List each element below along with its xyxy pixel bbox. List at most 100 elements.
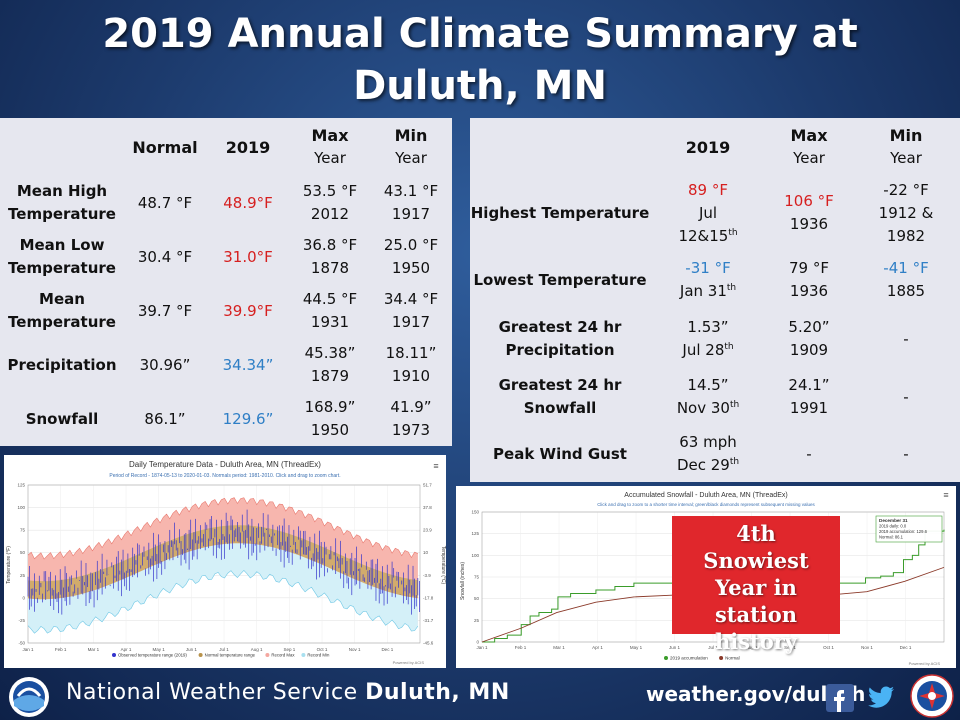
row-label: Mean: [39, 290, 85, 308]
row-label: Greatest 24 hr: [498, 376, 622, 394]
normal-value: 30.4 °F: [137, 247, 193, 266]
max-year: 1931: [310, 313, 350, 331]
value-2019: 129.6”: [222, 409, 274, 428]
tooltip-line: Normal: 86.1: [879, 535, 904, 540]
date-2019: 12&15: [678, 226, 729, 245]
row-label: Snowfall: [523, 399, 597, 417]
header-max-year: Year: [314, 149, 346, 167]
tooltip-line: December 31: [879, 518, 908, 523]
min-value: 25.0 °F: [383, 236, 439, 254]
x-tick-label: Mar 1: [88, 647, 100, 652]
callout-line: history: [714, 629, 798, 654]
y-tick-label: -25: [18, 618, 25, 623]
row-label: Precipitation: [7, 355, 117, 374]
chart-title: Daily Temperature Data - Duluth Area, MN…: [129, 460, 321, 469]
min-year: 1885: [886, 282, 926, 300]
min-value: 43.1 °F: [383, 182, 439, 200]
date-2019: Nov 30: [676, 399, 730, 417]
max-value: 45.38”: [304, 344, 356, 362]
max-value: 44.5 °F: [302, 290, 358, 308]
y-tick-label: 50: [20, 550, 26, 555]
max-value: 106 °F: [784, 192, 834, 210]
date-2019: Jul: [698, 203, 718, 222]
agency-office: Duluth, MN: [365, 680, 510, 705]
ordinal-suffix: th: [724, 342, 734, 352]
y-tick-label-right: -17.8: [423, 595, 434, 600]
twitter-icon[interactable]: [864, 684, 896, 712]
max-year: 1950: [310, 421, 350, 439]
value-2019: 63 mph: [679, 433, 737, 451]
x-tick-label: Jun 1: [186, 647, 198, 652]
legend-marker: [112, 653, 116, 657]
x-tick-label: Nov 1: [349, 647, 361, 652]
x-tick-label: Jun 1: [669, 645, 681, 650]
y-tick-label: 25: [474, 618, 480, 623]
table-row: Greatest 24 hr Snowfall 14.5” Nov 30th 24.…: [470, 368, 960, 426]
snowiest-year-callout: 4th Snowiest Year in station history: [672, 516, 840, 654]
x-tick-label: Jan 1: [476, 645, 488, 650]
title-line-2: Duluth, MN: [353, 63, 607, 109]
y-tick-label-right: -3.9: [423, 573, 431, 578]
row-label: Temperature: [8, 259, 116, 277]
y-tick-label: 100: [17, 505, 25, 510]
legend-marker: [198, 653, 203, 657]
y-tick-label: -50: [18, 641, 25, 646]
min-value: 18.11”: [385, 344, 437, 362]
x-tick-label: Jul 1: [708, 645, 718, 650]
table-row: Mean Temperature 39.7 °F 39.9°F 44.5 °F 19…: [0, 284, 452, 338]
header-min: Min: [394, 126, 428, 145]
date-2019: Jan 31: [679, 282, 727, 300]
tooltip-line: 2019 daily: 0.0: [879, 524, 907, 529]
max-value: 168.9”: [304, 398, 356, 416]
row-label: Lowest Temperature: [473, 270, 647, 289]
max-year: 1879: [310, 367, 350, 385]
value-2019: 39.9°F: [223, 301, 273, 320]
normal-value: 48.7 °F: [137, 193, 193, 212]
chart-menu-icon[interactable]: ≡: [943, 490, 948, 500]
table-row: Precipitation 30.96” 34.34” 45.38” 1879 1…: [0, 338, 452, 392]
min-value: -: [903, 387, 909, 406]
y-tick-label-right: -31.7: [423, 618, 434, 623]
x-tick-label: Feb 1: [515, 645, 527, 650]
row-label: Peak Wind Gust: [493, 444, 627, 463]
chart-credit: Powered by ACIS: [393, 660, 425, 665]
y-tick-label-right: -45.6: [423, 641, 434, 646]
min-value: -: [903, 329, 909, 348]
max-value: 24.1”: [788, 376, 830, 394]
y-tick-label: 25: [20, 573, 26, 578]
callout-line: Snowiest: [703, 548, 809, 573]
table-row: Snowfall 86.1” 129.6” 168.9” 1950 41.9” 19…: [0, 392, 452, 446]
y-tick-label: 0: [476, 640, 479, 645]
x-tick-label: Dec 1: [381, 647, 393, 652]
value-2019: 14.5”: [687, 376, 729, 394]
facebook-icon[interactable]: [826, 684, 854, 712]
min-year: 1910: [391, 367, 431, 385]
header-max: Max: [311, 126, 349, 145]
record-max-line: [27, 497, 418, 560]
x-tick-label: Jan 1: [22, 647, 34, 652]
normal-line: [481, 566, 945, 643]
max-year: 1936: [789, 215, 829, 233]
max-value: 36.8 °F: [302, 236, 358, 254]
header-2019: 2019: [685, 137, 731, 157]
right-climate-table: 2019 Max Year Min Year Highest Temperature…: [470, 118, 960, 482]
y-tick-label: 125: [17, 483, 25, 488]
table-row: Mean High Temperature 48.7 °F 48.9°F 53.5…: [0, 176, 452, 230]
x-tick-label: Mar 1: [553, 645, 565, 650]
x-tick-label: Aug 1: [746, 645, 758, 650]
min-value: 34.4 °F: [383, 290, 439, 308]
accumulation-line: [482, 529, 945, 643]
legend-label: 2019 accumulation: [670, 656, 708, 661]
x-tick-label: Feb 1: [55, 647, 67, 652]
daily-temperature-chart[interactable]: Daily Temperature Data - Duluth Area, MN…: [4, 455, 446, 668]
x-tick-label: Dec 1: [900, 645, 912, 650]
max-year: 1909: [789, 341, 829, 359]
title-line-1: 2019 Annual Climate Summary at: [102, 11, 858, 57]
min-value: -22 °F: [883, 180, 929, 199]
daily-temperature-chart-svg: Daily Temperature Data - Duluth Area, MN…: [6, 460, 446, 665]
header-max: Max: [790, 126, 828, 145]
nws-logo-icon: [910, 674, 954, 718]
chart-menu-icon[interactable]: ≡: [433, 461, 438, 471]
legend-label: Record Min: [307, 653, 330, 658]
row-label: Highest Temperature: [470, 203, 650, 222]
